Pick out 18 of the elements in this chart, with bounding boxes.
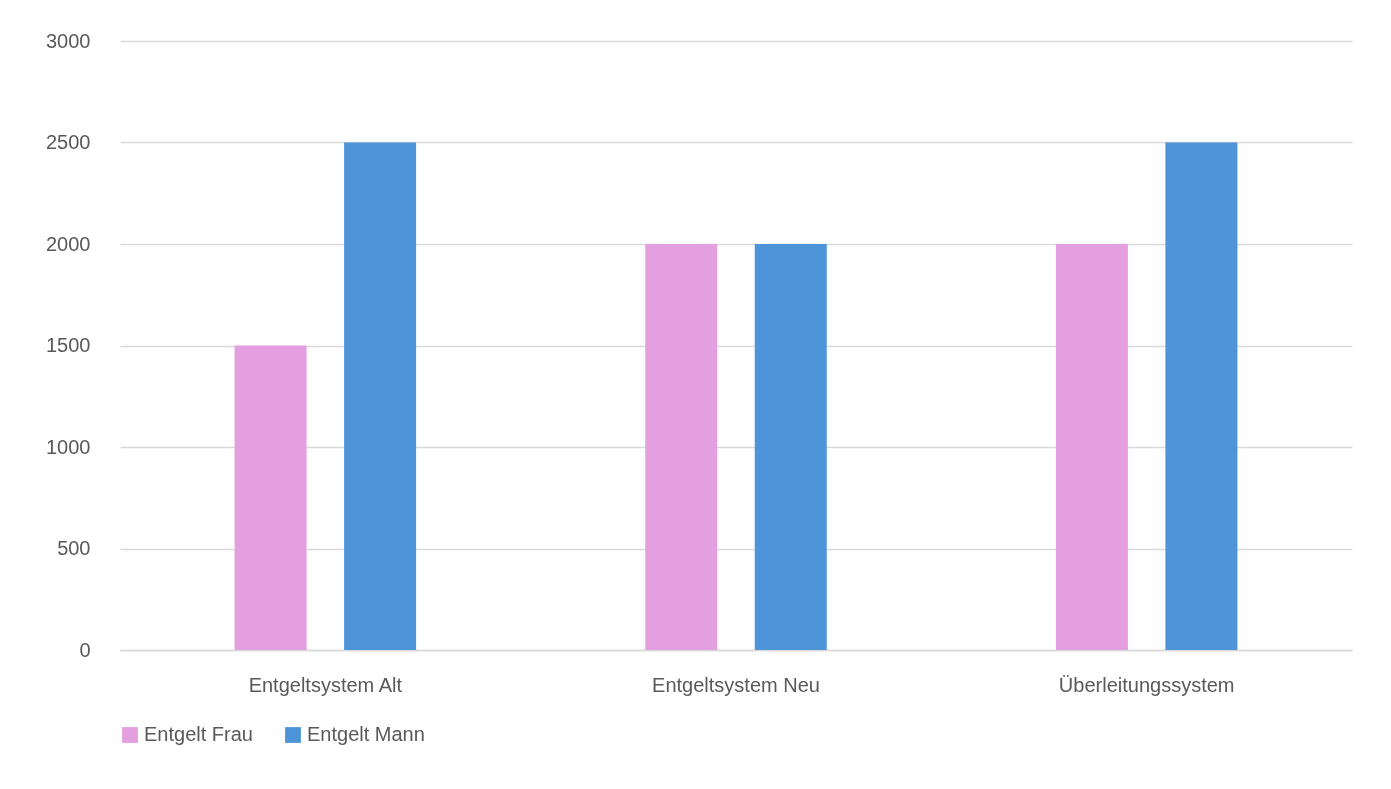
y-tick-label: 0 — [79, 638, 91, 661]
x-tick-label: Überleitungssystem — [1058, 673, 1235, 696]
y-tick-label: 1500 — [46, 334, 91, 356]
legend-label: Entgelt Frau — [144, 723, 253, 745]
y-tick-label: 1000 — [46, 435, 91, 458]
y-tick-label: 500 — [57, 537, 91, 559]
y-tick-label: 2000 — [46, 232, 91, 255]
bar — [1055, 244, 1128, 650]
bar — [645, 244, 718, 650]
y-tick-label: 2500 — [46, 131, 91, 153]
legend-label: Entgelt Mann — [307, 723, 425, 745]
bar — [1165, 142, 1238, 650]
bar — [754, 244, 827, 650]
bar — [344, 142, 417, 650]
bar — [234, 345, 307, 650]
x-tick-label: Entgeltsystem Alt — [248, 673, 403, 696]
x-tick-label: Entgeltsystem Neu — [652, 673, 820, 696]
y-tick-label: 3000 — [46, 29, 91, 52]
